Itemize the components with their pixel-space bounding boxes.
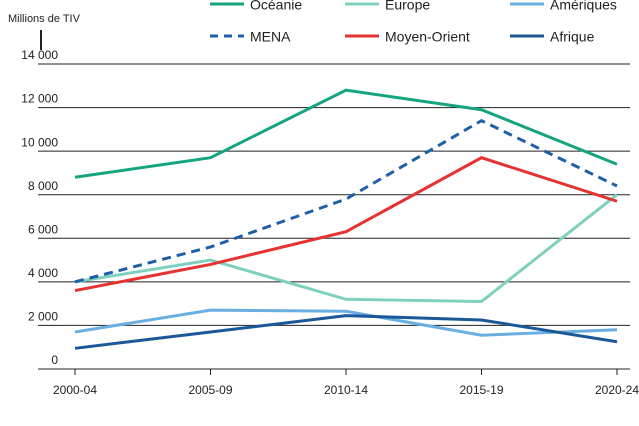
series-line	[74, 88, 618, 179]
legend-label: Afrique	[550, 29, 595, 45]
y-tick-label: 0	[51, 353, 58, 367]
x-tick-label: 2015-19	[459, 383, 503, 397]
y-tick-label: 2 000	[28, 310, 58, 324]
legend-label: Océanie	[250, 0, 302, 13]
legend-label: Amériques	[550, 0, 617, 13]
y-tick-label: 14 000	[21, 48, 58, 62]
y-tick-label: 8 000	[28, 179, 58, 193]
series-line	[74, 193, 618, 303]
x-tick-label: 2020-24	[595, 383, 639, 397]
series-line	[74, 308, 618, 337]
legend-label: Europe	[385, 0, 430, 13]
x-tick-label: 2010-14	[324, 383, 368, 397]
x-tick-label: 2005-09	[188, 383, 232, 397]
series-line	[74, 118, 618, 284]
series-line	[74, 156, 618, 293]
series-line	[74, 314, 618, 350]
legend-label: MENA	[250, 29, 291, 45]
x-tick-label: 2000-04	[53, 383, 97, 397]
y-tick-label: 6 000	[28, 222, 58, 236]
legend-label: Moyen-Orient	[385, 29, 470, 45]
y-axis-label: Millions de TIV	[8, 13, 81, 25]
y-tick-label: 10 000	[21, 135, 58, 149]
y-tick-label: 4 000	[28, 266, 58, 280]
y-tick-label: 12 000	[21, 92, 58, 106]
